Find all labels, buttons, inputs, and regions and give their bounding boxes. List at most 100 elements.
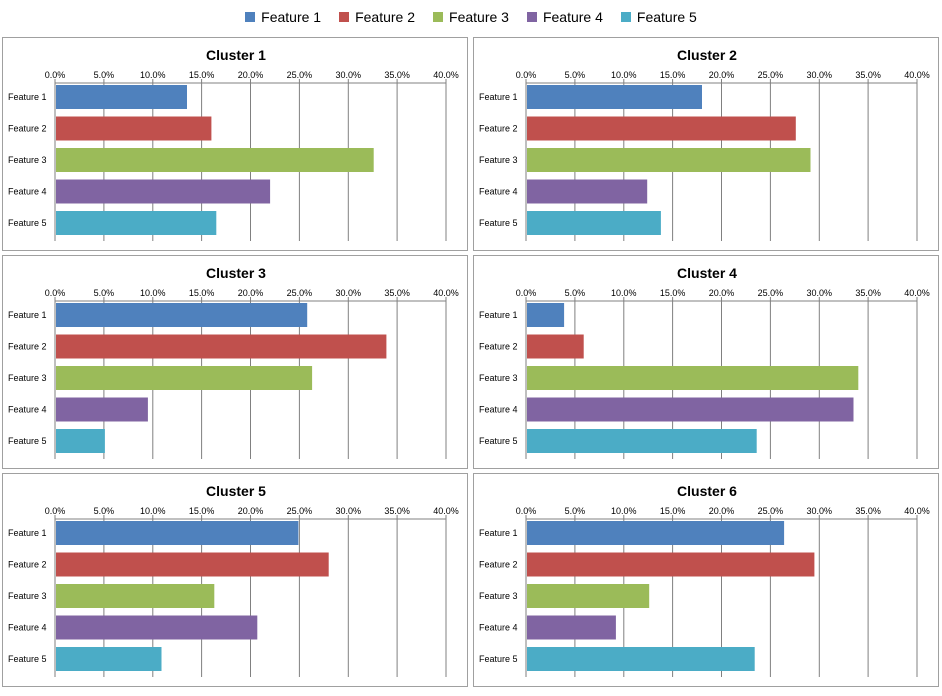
x-tick-label: 40.0% bbox=[904, 288, 930, 298]
cluster-2-svg: Cluster 2 0.0% 5.0% 10.0% 15.0% 20.0% 25.0% 30.… bbox=[479, 47, 930, 241]
chart-title: Cluster 3 bbox=[206, 265, 266, 281]
category-label: Feature 2 bbox=[8, 124, 47, 134]
legend-swatch-feature-3 bbox=[433, 12, 444, 22]
x-tick-label: 0.0% bbox=[45, 506, 66, 516]
cluster-5-svg: Cluster 5 0.0% 5.0% 10.0% 15.0% 20.0% 25.0% 30.… bbox=[8, 483, 459, 677]
legend-label: Feature 2 bbox=[355, 9, 416, 25]
bar-feature-4 bbox=[527, 615, 616, 640]
chart-title: Cluster 5 bbox=[206, 483, 266, 499]
legend-label: Feature 1 bbox=[261, 9, 322, 25]
bar-feature-2 bbox=[527, 334, 584, 359]
x-tick-label: 30.0% bbox=[336, 288, 362, 298]
legend-item-feature-5: Feature 5 bbox=[620, 9, 697, 25]
x-tick-label: 10.0% bbox=[611, 70, 637, 80]
category-label: Feature 4 bbox=[479, 187, 518, 197]
x-tick-label: 15.0% bbox=[660, 288, 686, 298]
category-label: Feature 2 bbox=[479, 124, 518, 134]
category-label: Feature 3 bbox=[8, 373, 47, 383]
cluster-5-chart: Cluster 5 0.0% 5.0% 10.0% 15.0% 20.0% 25.0% 30.… bbox=[2, 473, 468, 687]
bar-feature-5 bbox=[56, 647, 162, 671]
chart-title: Cluster 2 bbox=[677, 47, 737, 63]
legend-item-feature-1: Feature 1 bbox=[245, 9, 321, 25]
bar-feature-2 bbox=[56, 334, 387, 359]
bar-feature-5 bbox=[56, 211, 217, 235]
cluster-3-chart: Cluster 3 0.0% 5.0% 10.0% 15.0% 20.0% 25.0% 30.… bbox=[2, 255, 468, 469]
chart-legend: Feature 1 Feature 2 Feature 3 Feature 4 Feat… bbox=[0, 0, 942, 34]
bar-feature-5 bbox=[527, 211, 661, 235]
bar-feature-3 bbox=[527, 366, 859, 390]
x-tick-label: 25.0% bbox=[758, 288, 784, 298]
category-label: Feature 2 bbox=[8, 342, 47, 352]
x-tick-label: 25.0% bbox=[287, 506, 313, 516]
bar-feature-1 bbox=[527, 521, 785, 545]
legend-swatch-feature-2 bbox=[339, 12, 350, 22]
x-tick-label: 40.0% bbox=[433, 288, 459, 298]
x-tick-label: 10.0% bbox=[140, 506, 166, 516]
x-tick-label: 25.0% bbox=[287, 288, 313, 298]
category-label: Feature 2 bbox=[479, 342, 518, 352]
bar-feature-1 bbox=[56, 303, 308, 327]
x-tick-label: 15.0% bbox=[189, 288, 215, 298]
x-tick-label: 20.0% bbox=[709, 70, 735, 80]
category-label: Feature 3 bbox=[8, 591, 47, 601]
cluster-6-svg: Cluster 6 0.0% 5.0% 10.0% 15.0% 20.0% 25.0% 30.… bbox=[479, 483, 930, 677]
bar-feature-3 bbox=[527, 148, 811, 172]
chart-title: Cluster 4 bbox=[677, 265, 737, 281]
x-tick-label: 35.0% bbox=[384, 506, 410, 516]
bar-feature-3 bbox=[56, 584, 215, 608]
x-tick-label: 40.0% bbox=[904, 70, 930, 80]
x-tick-label: 5.0% bbox=[565, 506, 586, 516]
x-tick-label: 20.0% bbox=[238, 70, 264, 80]
x-tick-label: 35.0% bbox=[855, 288, 881, 298]
category-label: Feature 1 bbox=[479, 528, 518, 538]
category-label: Feature 4 bbox=[8, 405, 47, 415]
x-tick-label: 0.0% bbox=[516, 288, 537, 298]
bar-feature-5 bbox=[56, 429, 105, 453]
cluster-6-chart: Cluster 6 0.0% 5.0% 10.0% 15.0% 20.0% 25.0% 30.… bbox=[473, 473, 939, 687]
x-tick-label: 30.0% bbox=[807, 288, 833, 298]
chart-title: Cluster 1 bbox=[206, 47, 266, 63]
bar-feature-5 bbox=[527, 647, 755, 671]
x-tick-label: 5.0% bbox=[94, 506, 115, 516]
bar-feature-3 bbox=[56, 148, 374, 172]
x-tick-label: 30.0% bbox=[336, 70, 362, 80]
x-tick-label: 0.0% bbox=[45, 70, 66, 80]
category-label: Feature 4 bbox=[8, 623, 47, 633]
category-label: Feature 3 bbox=[8, 155, 47, 165]
category-label: Feature 5 bbox=[8, 218, 47, 228]
category-label: Feature 5 bbox=[479, 218, 518, 228]
x-tick-label: 30.0% bbox=[336, 506, 362, 516]
legend-item-feature-4: Feature 4 bbox=[526, 9, 603, 25]
category-label: Feature 1 bbox=[479, 92, 518, 102]
x-tick-label: 15.0% bbox=[660, 506, 686, 516]
category-label: Feature 3 bbox=[479, 155, 518, 165]
x-tick-label: 25.0% bbox=[287, 70, 313, 80]
bar-feature-2 bbox=[56, 552, 329, 577]
bar-feature-2 bbox=[527, 552, 815, 577]
category-label: Feature 4 bbox=[479, 623, 518, 633]
cluster-2-chart: Cluster 2 0.0% 5.0% 10.0% 15.0% 20.0% 25.0% 30.… bbox=[473, 37, 939, 251]
category-label: Feature 1 bbox=[8, 92, 47, 102]
legend-item-feature-3: Feature 3 bbox=[433, 9, 509, 25]
x-tick-label: 20.0% bbox=[709, 506, 735, 516]
category-label: Feature 1 bbox=[8, 310, 47, 320]
x-tick-label: 0.0% bbox=[516, 506, 537, 516]
bar-feature-4 bbox=[56, 179, 271, 204]
x-tick-label: 10.0% bbox=[611, 506, 637, 516]
x-tick-label: 15.0% bbox=[660, 70, 686, 80]
legend-swatch-feature-5 bbox=[620, 12, 631, 22]
x-tick-label: 30.0% bbox=[807, 70, 833, 80]
bar-feature-1 bbox=[527, 85, 702, 109]
cluster-1-chart: Cluster 1 0.0% 5.0% 10.0% 15.0% 20.0% 25.0% 30.… bbox=[2, 37, 468, 251]
chart-title: Cluster 6 bbox=[677, 483, 737, 499]
cluster-3-svg: Cluster 3 0.0% 5.0% 10.0% 15.0% 20.0% 25.0% 30.… bbox=[8, 265, 459, 459]
category-label: Feature 5 bbox=[479, 654, 518, 664]
x-tick-label: 40.0% bbox=[433, 506, 459, 516]
legend-item-feature-2: Feature 2 bbox=[339, 9, 415, 25]
category-label: Feature 1 bbox=[8, 528, 47, 538]
x-tick-label: 40.0% bbox=[433, 70, 459, 80]
category-label: Feature 2 bbox=[8, 560, 47, 570]
x-tick-label: 5.0% bbox=[94, 288, 115, 298]
legend-swatch-feature-1 bbox=[245, 12, 256, 22]
x-tick-label: 30.0% bbox=[807, 506, 833, 516]
